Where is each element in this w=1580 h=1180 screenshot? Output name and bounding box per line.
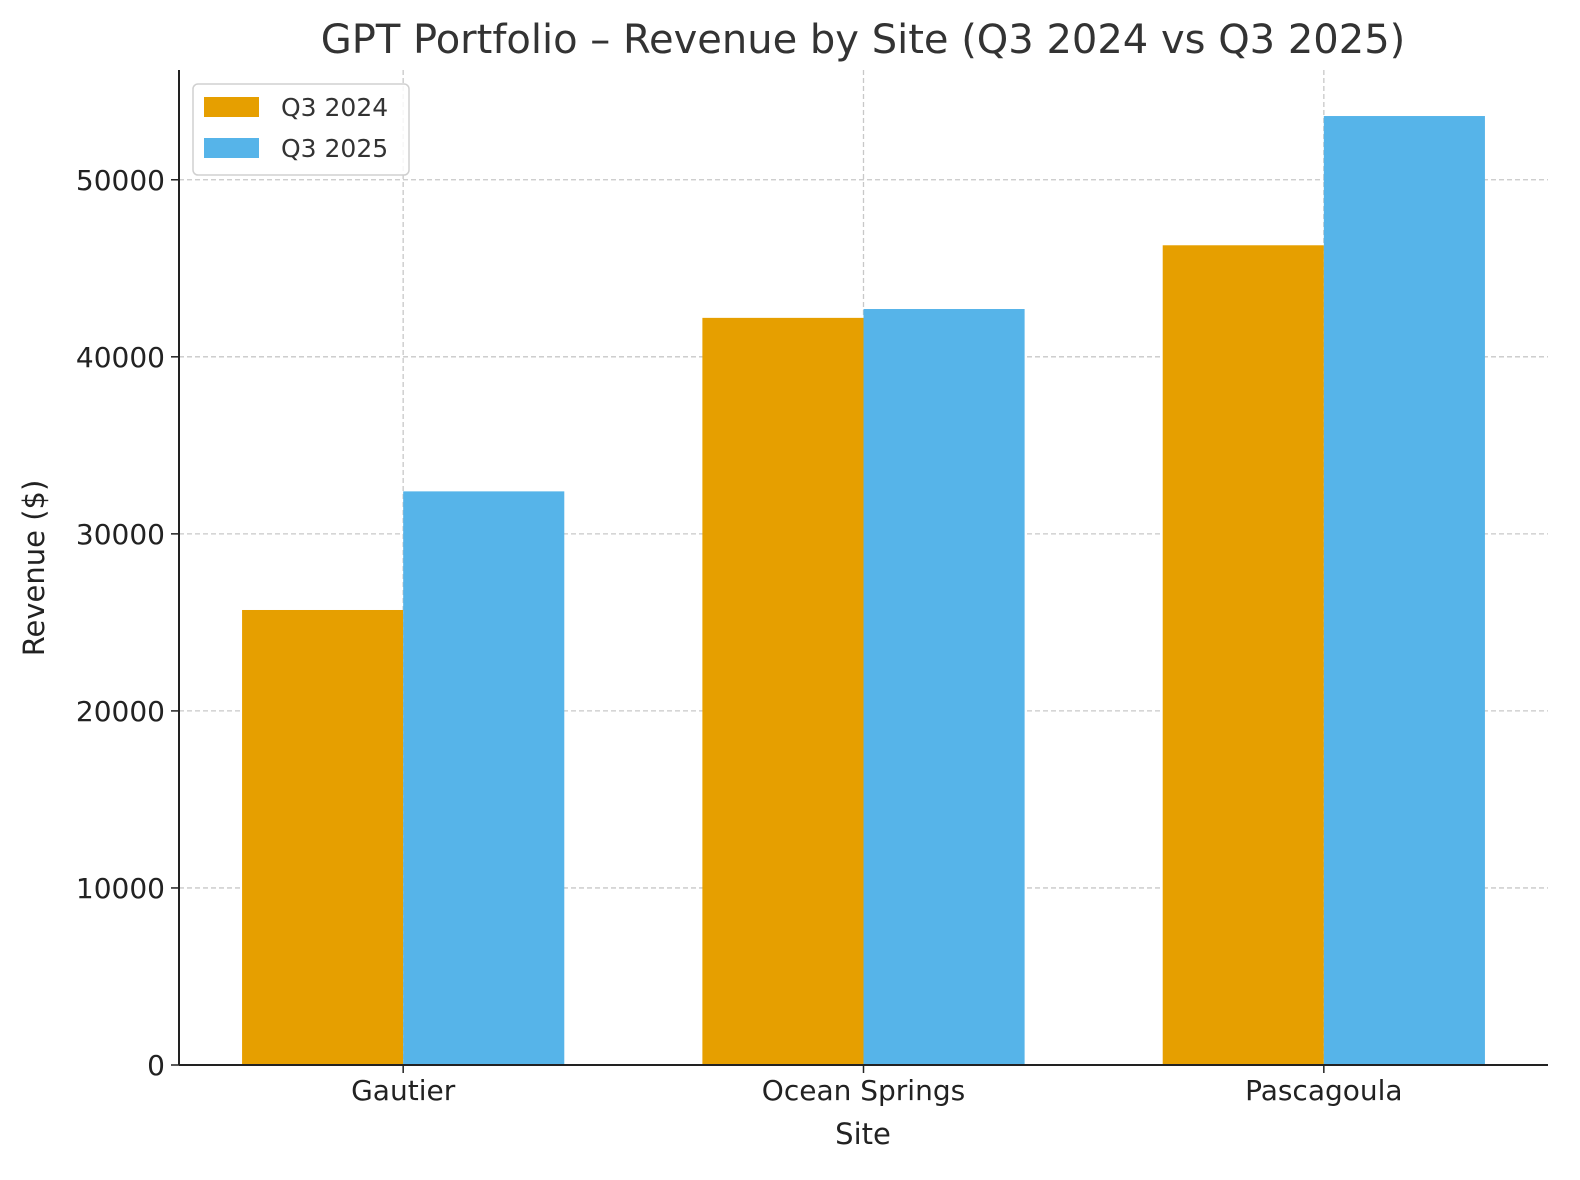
x-tick-label: Pascagoula	[1245, 1074, 1403, 1107]
y-tick-label: 50000	[76, 164, 165, 197]
x-axis-label: Site	[835, 1117, 891, 1151]
legend-swatch	[204, 138, 259, 158]
y-tick-label: 20000	[76, 695, 165, 728]
bar-q3-2024-ocean-springs	[702, 317, 864, 1066]
legend: Q3 2024 Q3 2025	[192, 83, 410, 176]
y-tick-label: 0	[147, 1049, 165, 1082]
bar-q3-2025-gautier	[403, 491, 565, 1065]
bar-q3-2025-pascagoula	[1323, 116, 1485, 1065]
x-tick-label: Gautier	[351, 1074, 456, 1107]
bar-q3-2024-gautier	[242, 609, 404, 1065]
bar-q3-2025-ocean-springs	[863, 309, 1025, 1065]
chart-title: GPT Portfolio – Revenue by Site (Q3 2024…	[321, 17, 1406, 63]
legend-label: Q3 2025	[281, 134, 388, 163]
y-axis-label: Revenue ($)	[17, 480, 51, 657]
x-tick-label: Ocean Springs	[762, 1074, 965, 1107]
legend-label: Q3 2024	[281, 93, 388, 122]
y-tick-label: 30000	[76, 518, 165, 551]
bar-q3-2024-pascagoula	[1162, 245, 1324, 1065]
y-tick-label: 40000	[76, 341, 165, 374]
legend-swatch	[204, 97, 259, 117]
y-tick-label: 10000	[76, 872, 165, 905]
